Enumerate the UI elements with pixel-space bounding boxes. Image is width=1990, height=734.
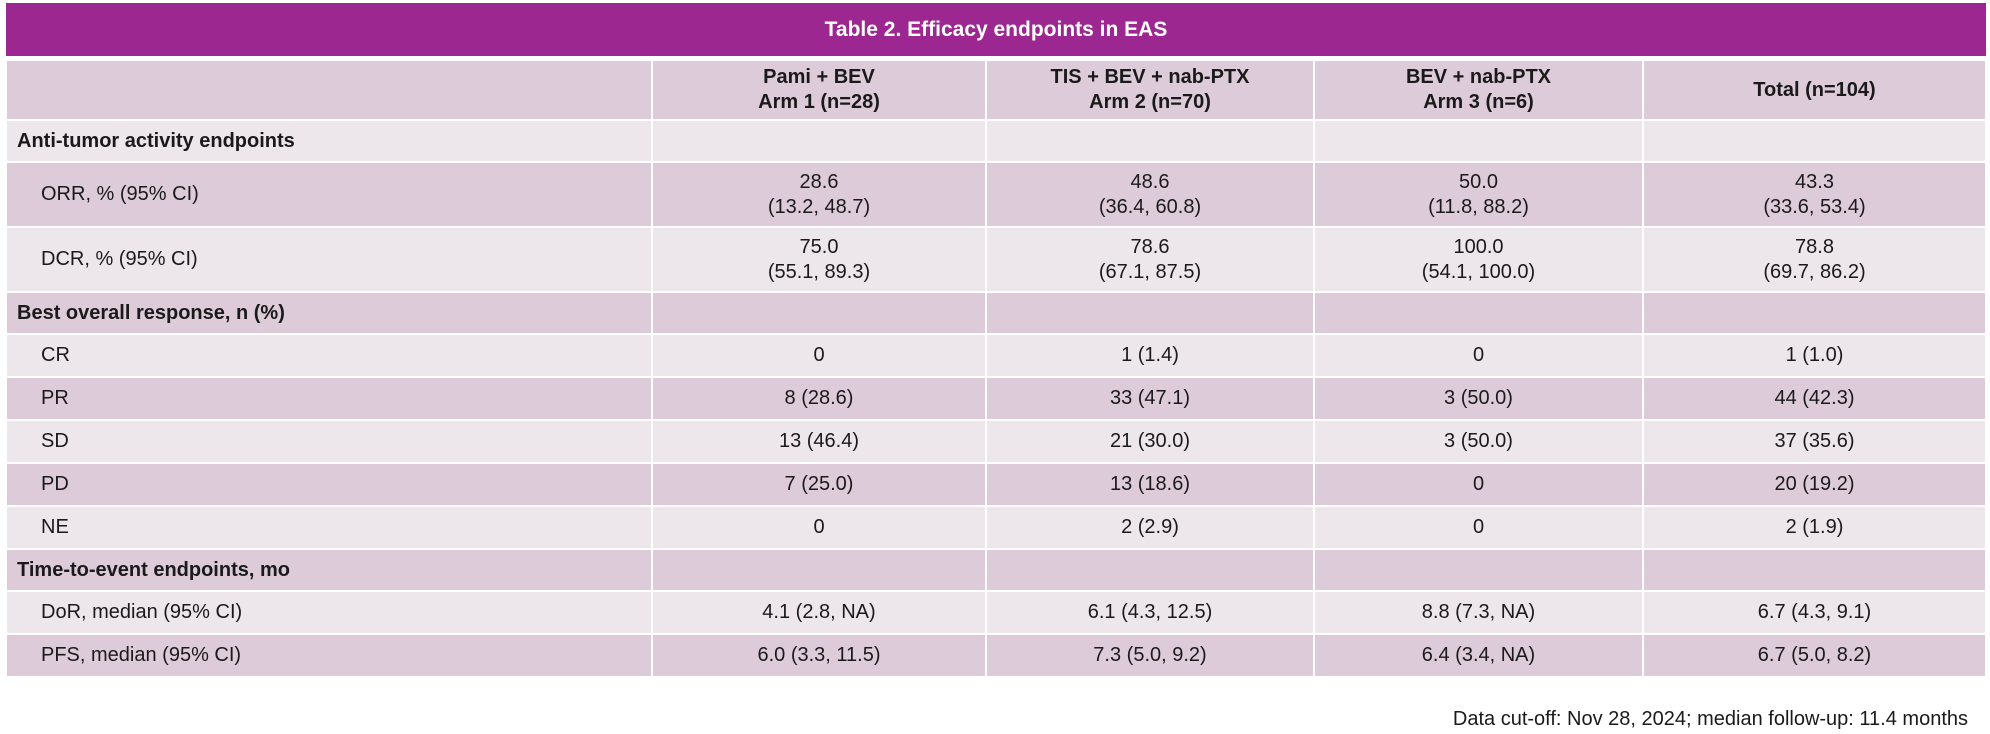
- column-header-arm3-line2: Arm 3 (n=6): [1423, 91, 1534, 113]
- table-cell: 78.6 (67.1, 87.5): [985, 226, 1315, 293]
- table-cell: 6.7 (5.0, 8.2): [1642, 633, 1987, 678]
- table-cell: 0: [651, 505, 987, 550]
- row-label: PR: [5, 376, 653, 421]
- section-label: Best overall response, n (%): [5, 291, 653, 335]
- table-cell: 50.0 (11.8, 88.2): [1313, 161, 1644, 228]
- column-header-total-line1: Total (n=104): [1753, 78, 1876, 101]
- column-header-arm2-line1: TIS + BEV + nab-PTX: [1050, 66, 1250, 88]
- table-cell: 3 (50.0): [1313, 376, 1644, 421]
- table-cell: 20 (19.2): [1642, 462, 1987, 507]
- table-row-pd: PD 7 (25.0) 13 (18.6) 0 20 (19.2): [5, 462, 1987, 507]
- section-row-anti-tumor: Anti-tumor activity endpoints: [5, 119, 1987, 163]
- table-cell: 37 (35.6): [1642, 419, 1987, 464]
- row-label: PFS, median (95% CI): [5, 633, 653, 678]
- table-cell: 6.0 (3.3, 11.5): [651, 633, 987, 678]
- table-cell: 0: [1313, 333, 1644, 378]
- table-cell: 44 (42.3): [1642, 376, 1987, 421]
- table-cell: 8.8 (7.3, NA): [1313, 590, 1644, 635]
- table-row-dor: DoR, median (95% CI) 4.1 (2.8, NA) 6.1 (…: [5, 590, 1987, 635]
- table-row-pfs: PFS, median (95% CI) 6.0 (3.3, 11.5) 7.3…: [5, 633, 1987, 678]
- table-cell: 75.0 (55.1, 89.3): [651, 226, 987, 293]
- section-label: Anti-tumor activity endpoints: [5, 119, 653, 163]
- table-cell: 0: [1313, 462, 1644, 507]
- table-cell: 1 (1.0): [1642, 333, 1987, 378]
- table-cell: 3 (50.0): [1313, 419, 1644, 464]
- row-label: PD: [5, 462, 653, 507]
- table-cell: 33 (47.1): [985, 376, 1315, 421]
- table-cell: 2 (2.9): [985, 505, 1315, 550]
- table-cell: 8 (28.6): [651, 376, 987, 421]
- table-cell: 43.3 (33.6, 53.4): [1642, 161, 1987, 228]
- table-cell: 4.1 (2.8, NA): [651, 590, 987, 635]
- efficacy-table-container: Table 2. Efficacy endpoints in EAS Pami …: [5, 3, 1987, 678]
- column-header-arm2-line2: Arm 2 (n=70): [1089, 91, 1211, 113]
- table-row-ne: NE 0 2 (2.9) 0 2 (1.9): [5, 505, 1987, 550]
- column-header-row: Pami + BEV Arm 1 (n=28) TIS + BEV + nab-…: [5, 57, 1987, 121]
- column-header-arm1-line2: Arm 1 (n=28): [758, 91, 880, 113]
- column-header-arm3-line1: BEV + nab-PTX: [1405, 66, 1552, 88]
- table-row-cr: CR 0 1 (1.4) 0 1 (1.0): [5, 333, 1987, 378]
- table-row-sd: SD 13 (46.4) 21 (30.0) 3 (50.0) 37 (35.6…: [5, 419, 1987, 464]
- section-row-best-response: Best overall response, n (%): [5, 291, 1987, 335]
- section-label: Time-to-event endpoints, mo: [5, 548, 653, 592]
- table-cell: 21 (30.0): [985, 419, 1315, 464]
- table-cell: 2 (1.9): [1642, 505, 1987, 550]
- table-cell: 6.1 (4.3, 12.5): [985, 590, 1315, 635]
- table-cell: 6.7 (4.3, 9.1): [1642, 590, 1987, 635]
- column-header-total: Total (n=104): [1642, 57, 1987, 121]
- table-cell: 1 (1.4): [985, 333, 1315, 378]
- table-row-pr: PR 8 (28.6) 33 (47.1) 3 (50.0) 44 (42.3): [5, 376, 1987, 421]
- row-label: ORR, % (95% CI): [5, 161, 653, 228]
- row-label: DoR, median (95% CI): [5, 590, 653, 635]
- table-cell: 78.8 (69.7, 86.2): [1642, 226, 1987, 293]
- column-header-arm1-line1: Pami + BEV: [763, 66, 875, 88]
- table-cell: 7.3 (5.0, 9.2): [985, 633, 1315, 678]
- row-label: DCR, % (95% CI): [5, 226, 653, 293]
- section-row-time-to-event: Time-to-event endpoints, mo: [5, 548, 1987, 592]
- table-cell: 0: [651, 333, 987, 378]
- table-cell: 100.0 (54.1, 100.0): [1313, 226, 1644, 293]
- table-cell: 6.4 (3.4, NA): [1313, 633, 1644, 678]
- table-row-dcr: DCR, % (95% CI) 75.0 (55.1, 89.3) 78.6 (67…: [5, 226, 1987, 293]
- table-cell: 0: [1313, 505, 1644, 550]
- column-header-arm1: Pami + BEV Arm 1 (n=28): [651, 57, 987, 121]
- row-label: CR: [5, 333, 653, 378]
- column-header-arm2: TIS + BEV + nab-PTX Arm 2 (n=70): [985, 57, 1315, 121]
- footnote: Data cut-off: Nov 28, 2024; median follo…: [1452, 708, 1968, 730]
- row-label: NE: [5, 505, 653, 550]
- column-header-empty: [5, 57, 653, 121]
- table-cell: 13 (18.6): [985, 462, 1315, 507]
- column-header-arm3: BEV + nab-PTX Arm 3 (n=6): [1313, 57, 1644, 121]
- table-cell: 48.6 (36.4, 60.8): [985, 161, 1315, 228]
- table-row-orr: ORR, % (95% CI) 28.6 (13.2, 48.7) 48.6 (36…: [5, 161, 1987, 228]
- table-cell: 7 (25.0): [651, 462, 987, 507]
- table-title: Table 2. Efficacy endpoints in EAS: [6, 3, 1986, 61]
- table-cell: 13 (46.4): [651, 419, 987, 464]
- efficacy-table: Table 2. Efficacy endpoints in EAS Pami …: [5, 3, 1987, 678]
- table-cell: 28.6 (13.2, 48.7): [651, 161, 987, 228]
- row-label: SD: [5, 419, 653, 464]
